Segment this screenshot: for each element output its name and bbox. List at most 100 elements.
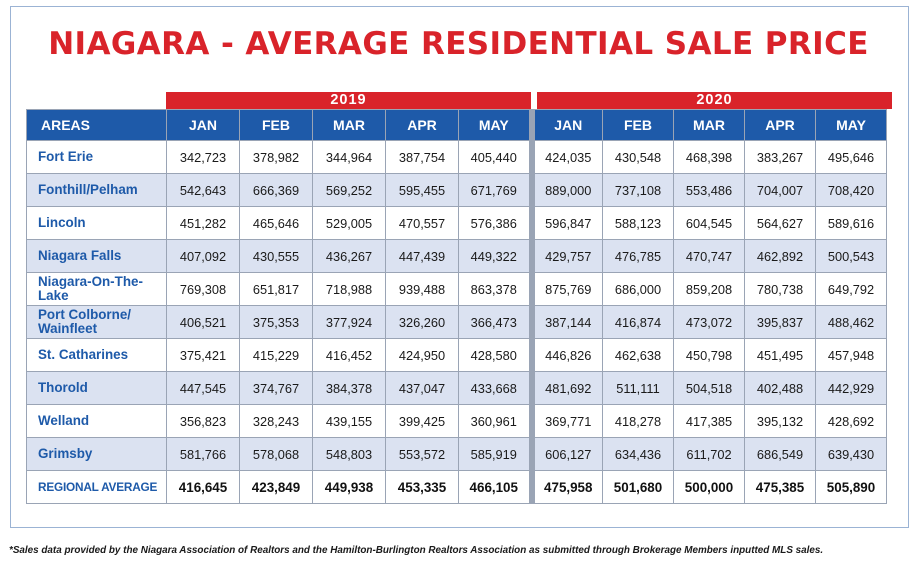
price-cell: 466,105	[458, 470, 532, 504]
area-name: St. Catharines	[26, 338, 167, 372]
price-cell: 542,643	[166, 173, 240, 207]
price-cell: 462,892	[744, 239, 816, 273]
price-cell: 366,473	[458, 305, 532, 339]
price-cell: 495,646	[815, 140, 887, 174]
month-header: FEB	[602, 109, 674, 141]
price-cell: 581,766	[166, 437, 240, 471]
price-cell: 500,000	[673, 470, 745, 504]
month-header: APR	[744, 109, 816, 141]
price-cell: 596,847	[528, 206, 603, 240]
price-cell: 671,769	[458, 173, 532, 207]
month-header: MAR	[312, 109, 386, 141]
price-cell: 447,545	[166, 371, 240, 405]
price-cell: 447,439	[385, 239, 459, 273]
price-cell: 470,747	[673, 239, 745, 273]
price-cell: 769,308	[166, 272, 240, 306]
month-header: APR	[385, 109, 459, 141]
area-name: Fort Erie	[26, 140, 167, 174]
price-cell: 500,543	[815, 239, 887, 273]
price-cell: 356,823	[166, 404, 240, 438]
price-cell: 416,874	[602, 305, 674, 339]
price-cell: 449,322	[458, 239, 532, 273]
price-cell: 417,385	[673, 404, 745, 438]
price-cell: 375,353	[239, 305, 313, 339]
month-header: JAN	[166, 109, 240, 141]
price-cell: 511,111	[602, 371, 674, 405]
price-cell: 369,771	[528, 404, 603, 438]
price-cell: 451,282	[166, 206, 240, 240]
price-cell: 465,646	[239, 206, 313, 240]
price-cell: 405,440	[458, 140, 532, 174]
area-name: REGIONAL AVERAGE	[26, 470, 167, 504]
price-cell: 387,144	[528, 305, 603, 339]
price-cell: 708,420	[815, 173, 887, 207]
month-header: MAY	[815, 109, 887, 141]
table-row: Welland 356,823 328,243 439,155 399,425 360,9…	[26, 404, 887, 438]
price-cell: 449,938	[312, 470, 386, 504]
price-cell: 501,680	[602, 470, 674, 504]
area-name: Welland	[26, 404, 167, 438]
price-cell: 407,092	[166, 239, 240, 273]
price-cell: 377,924	[312, 305, 386, 339]
price-cell: 328,243	[239, 404, 313, 438]
price-cell: 430,548	[602, 140, 674, 174]
price-cell: 470,557	[385, 206, 459, 240]
price-cell: 416,452	[312, 338, 386, 372]
price-cell: 606,127	[528, 437, 603, 471]
price-cell: 395,132	[744, 404, 816, 438]
price-cell: 875,769	[528, 272, 603, 306]
table-row: Niagara Falls 407,092 430,555 436,267 447,43…	[26, 239, 887, 273]
price-cell: 666,369	[239, 173, 313, 207]
price-cell: 780,738	[744, 272, 816, 306]
price-cell: 481,692	[528, 371, 603, 405]
price-cell: 383,267	[744, 140, 816, 174]
month-header: MAR	[673, 109, 745, 141]
price-cell: 437,047	[385, 371, 459, 405]
price-cell: 569,252	[312, 173, 386, 207]
price-cell: 588,123	[602, 206, 674, 240]
price-cell: 451,495	[744, 338, 816, 372]
price-cell: 564,627	[744, 206, 816, 240]
price-cell: 475,958	[528, 470, 603, 504]
price-cell: 433,668	[458, 371, 532, 405]
price-cell: 326,260	[385, 305, 459, 339]
year-header-2020: 2020	[537, 92, 892, 109]
table-row: Fort Erie 342,723 378,982 344,964 387,754 405…	[26, 140, 887, 174]
price-cell: 402,488	[744, 371, 816, 405]
area-name: Lincoln	[26, 206, 167, 240]
table-row: Port Colborne/ Wainfleet 406,521 375,353 37…	[26, 305, 887, 339]
price-cell: 553,486	[673, 173, 745, 207]
table-row: Niagara-On-The-Lake 769,308 651,817 718,988…	[26, 272, 887, 306]
price-cell: 639,430	[815, 437, 887, 471]
price-cell: 344,964	[312, 140, 386, 174]
price-cell: 468,398	[673, 140, 745, 174]
price-cell: 488,462	[815, 305, 887, 339]
month-header: MAY	[458, 109, 532, 141]
month-header: JAN	[528, 109, 603, 141]
area-name: Niagara Falls	[26, 239, 167, 273]
price-cell: 446,826	[528, 338, 603, 372]
price-cell: 737,108	[602, 173, 674, 207]
price-cell: 375,421	[166, 338, 240, 372]
areas-header: AREAS	[26, 109, 167, 141]
page-title: NIAGARA - AVERAGE RESIDENTIAL SALE PRICE	[48, 26, 869, 62]
price-cell: 424,950	[385, 338, 459, 372]
price-cell: 704,007	[744, 173, 816, 207]
price-cell: 611,702	[673, 437, 745, 471]
table-row: Fonthill/Pelham 542,643 666,369 569,252 595,…	[26, 173, 887, 207]
table-row: Thorold 447,545 374,767 384,378 437,047 433,6…	[26, 371, 887, 405]
price-cell: 595,455	[385, 173, 459, 207]
footnote: *Sales data provided by the Niagara Asso…	[9, 545, 824, 556]
price-cell: 473,072	[673, 305, 745, 339]
price-cell: 442,929	[815, 371, 887, 405]
table-row: St. Catharines 375,421 415,229 416,452 424,9…	[26, 338, 887, 372]
regional-average-row: REGIONAL AVERAGE 416,645 423,849 449,938 453…	[26, 470, 887, 504]
price-cell: 529,005	[312, 206, 386, 240]
price-cell: 634,436	[602, 437, 674, 471]
price-cell: 889,000	[528, 173, 603, 207]
price-cell: 686,000	[602, 272, 674, 306]
month-header: FEB	[239, 109, 313, 141]
price-cell: 651,817	[239, 272, 313, 306]
price-cell: 649,792	[815, 272, 887, 306]
price-cell: 374,767	[239, 371, 313, 405]
